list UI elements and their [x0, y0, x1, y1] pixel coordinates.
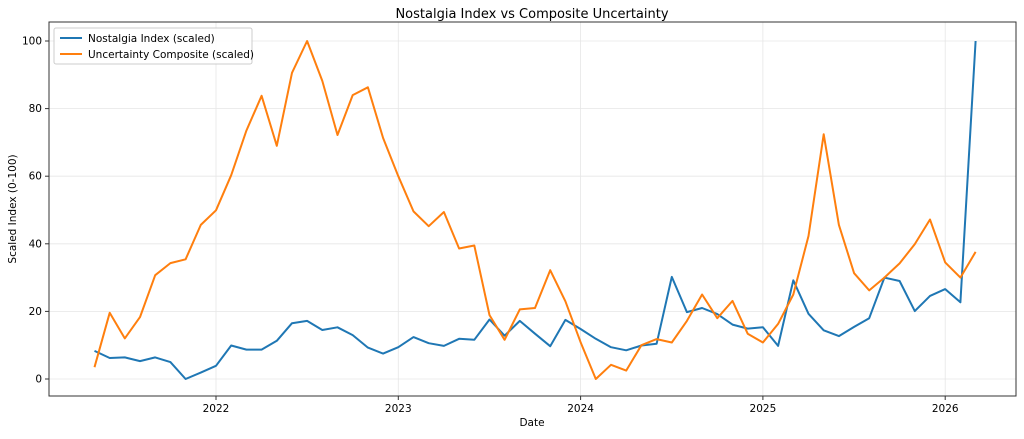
x-axis: 2022 2023 2024 2025 2026: [203, 396, 959, 415]
series-line-uncertainty: [95, 41, 976, 379]
series-line-nostalgia: [95, 41, 976, 379]
chart-title: Nostalgia Index vs Composite Uncertainty: [395, 7, 668, 22]
y-axis-label: Scaled Index (0-100): [7, 154, 19, 263]
x-tick-label: 2024: [567, 403, 594, 415]
x-axis-label: Date: [519, 417, 544, 429]
x-tick-label: 2025: [750, 403, 777, 415]
grid: [49, 22, 1016, 396]
y-tick-label: 0: [35, 374, 42, 386]
y-tick-label: 80: [29, 103, 42, 115]
x-tick-label: 2023: [385, 403, 412, 415]
y-axis: 0 20 40 60 80 100: [22, 36, 49, 386]
series-lines: [94, 41, 975, 379]
y-tick-label: 20: [29, 306, 42, 318]
legend: Nostalgia Index (scaled) Uncertainty Com…: [54, 28, 254, 64]
y-tick-label: 60: [29, 171, 42, 183]
legend-label-nostalgia: Nostalgia Index (scaled): [88, 33, 215, 45]
y-tick-label: 100: [22, 36, 42, 48]
y-tick-label: 40: [29, 238, 42, 250]
x-tick-label: 2022: [203, 403, 230, 415]
plot-frame: [49, 22, 1016, 396]
legend-label-uncertainty: Uncertainty Composite (scaled): [88, 49, 254, 61]
x-tick-label: 2026: [932, 403, 959, 415]
